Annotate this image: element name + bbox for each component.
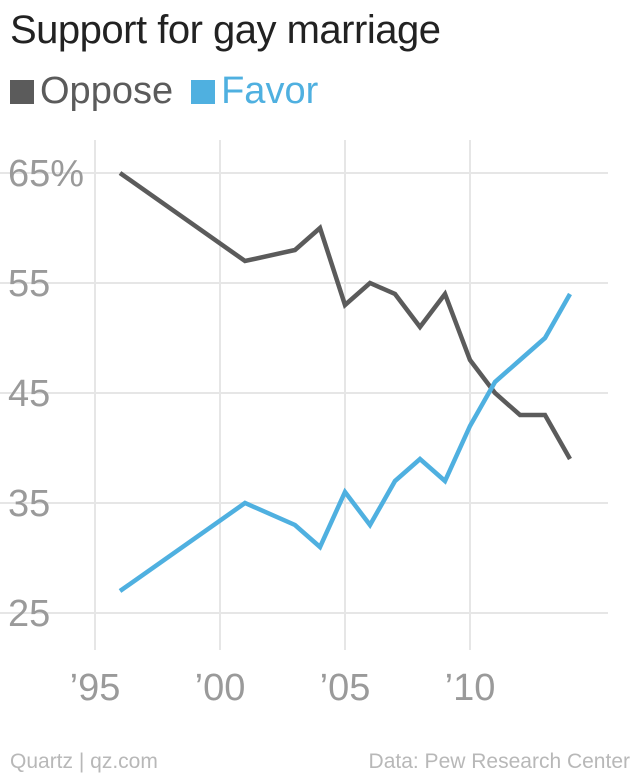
series-line-favor: [118, 292, 572, 593]
x-tick-label: ’95: [70, 667, 121, 709]
chart-title: Support for gay marriage: [10, 8, 441, 52]
x-tick-label: ’10: [445, 667, 496, 709]
y-tick-label: 35: [8, 483, 50, 525]
legend: Oppose Favor: [10, 70, 336, 113]
x-tick-label: ’05: [320, 667, 371, 709]
y-tick-label: 25: [8, 593, 50, 635]
y-tick-label: 45: [8, 373, 50, 415]
legend-swatch-favor: [191, 79, 216, 104]
series-line-oppose: [118, 171, 572, 461]
footer-source-left: Quartz | qz.com: [10, 750, 158, 773]
y-tick-label: 55: [8, 263, 50, 305]
legend-item-favor: Favor: [191, 70, 318, 113]
legend-label-oppose: Oppose: [40, 70, 174, 112]
legend-swatch-oppose: [10, 79, 34, 104]
footer-source-right: Data: Pew Research Center: [368, 750, 630, 773]
x-tick-label: ’00: [195, 667, 246, 709]
legend-label-favor: Favor: [221, 70, 319, 112]
legend-item-oppose: Oppose: [10, 70, 173, 113]
y-tick-label: 65%: [8, 153, 84, 195]
